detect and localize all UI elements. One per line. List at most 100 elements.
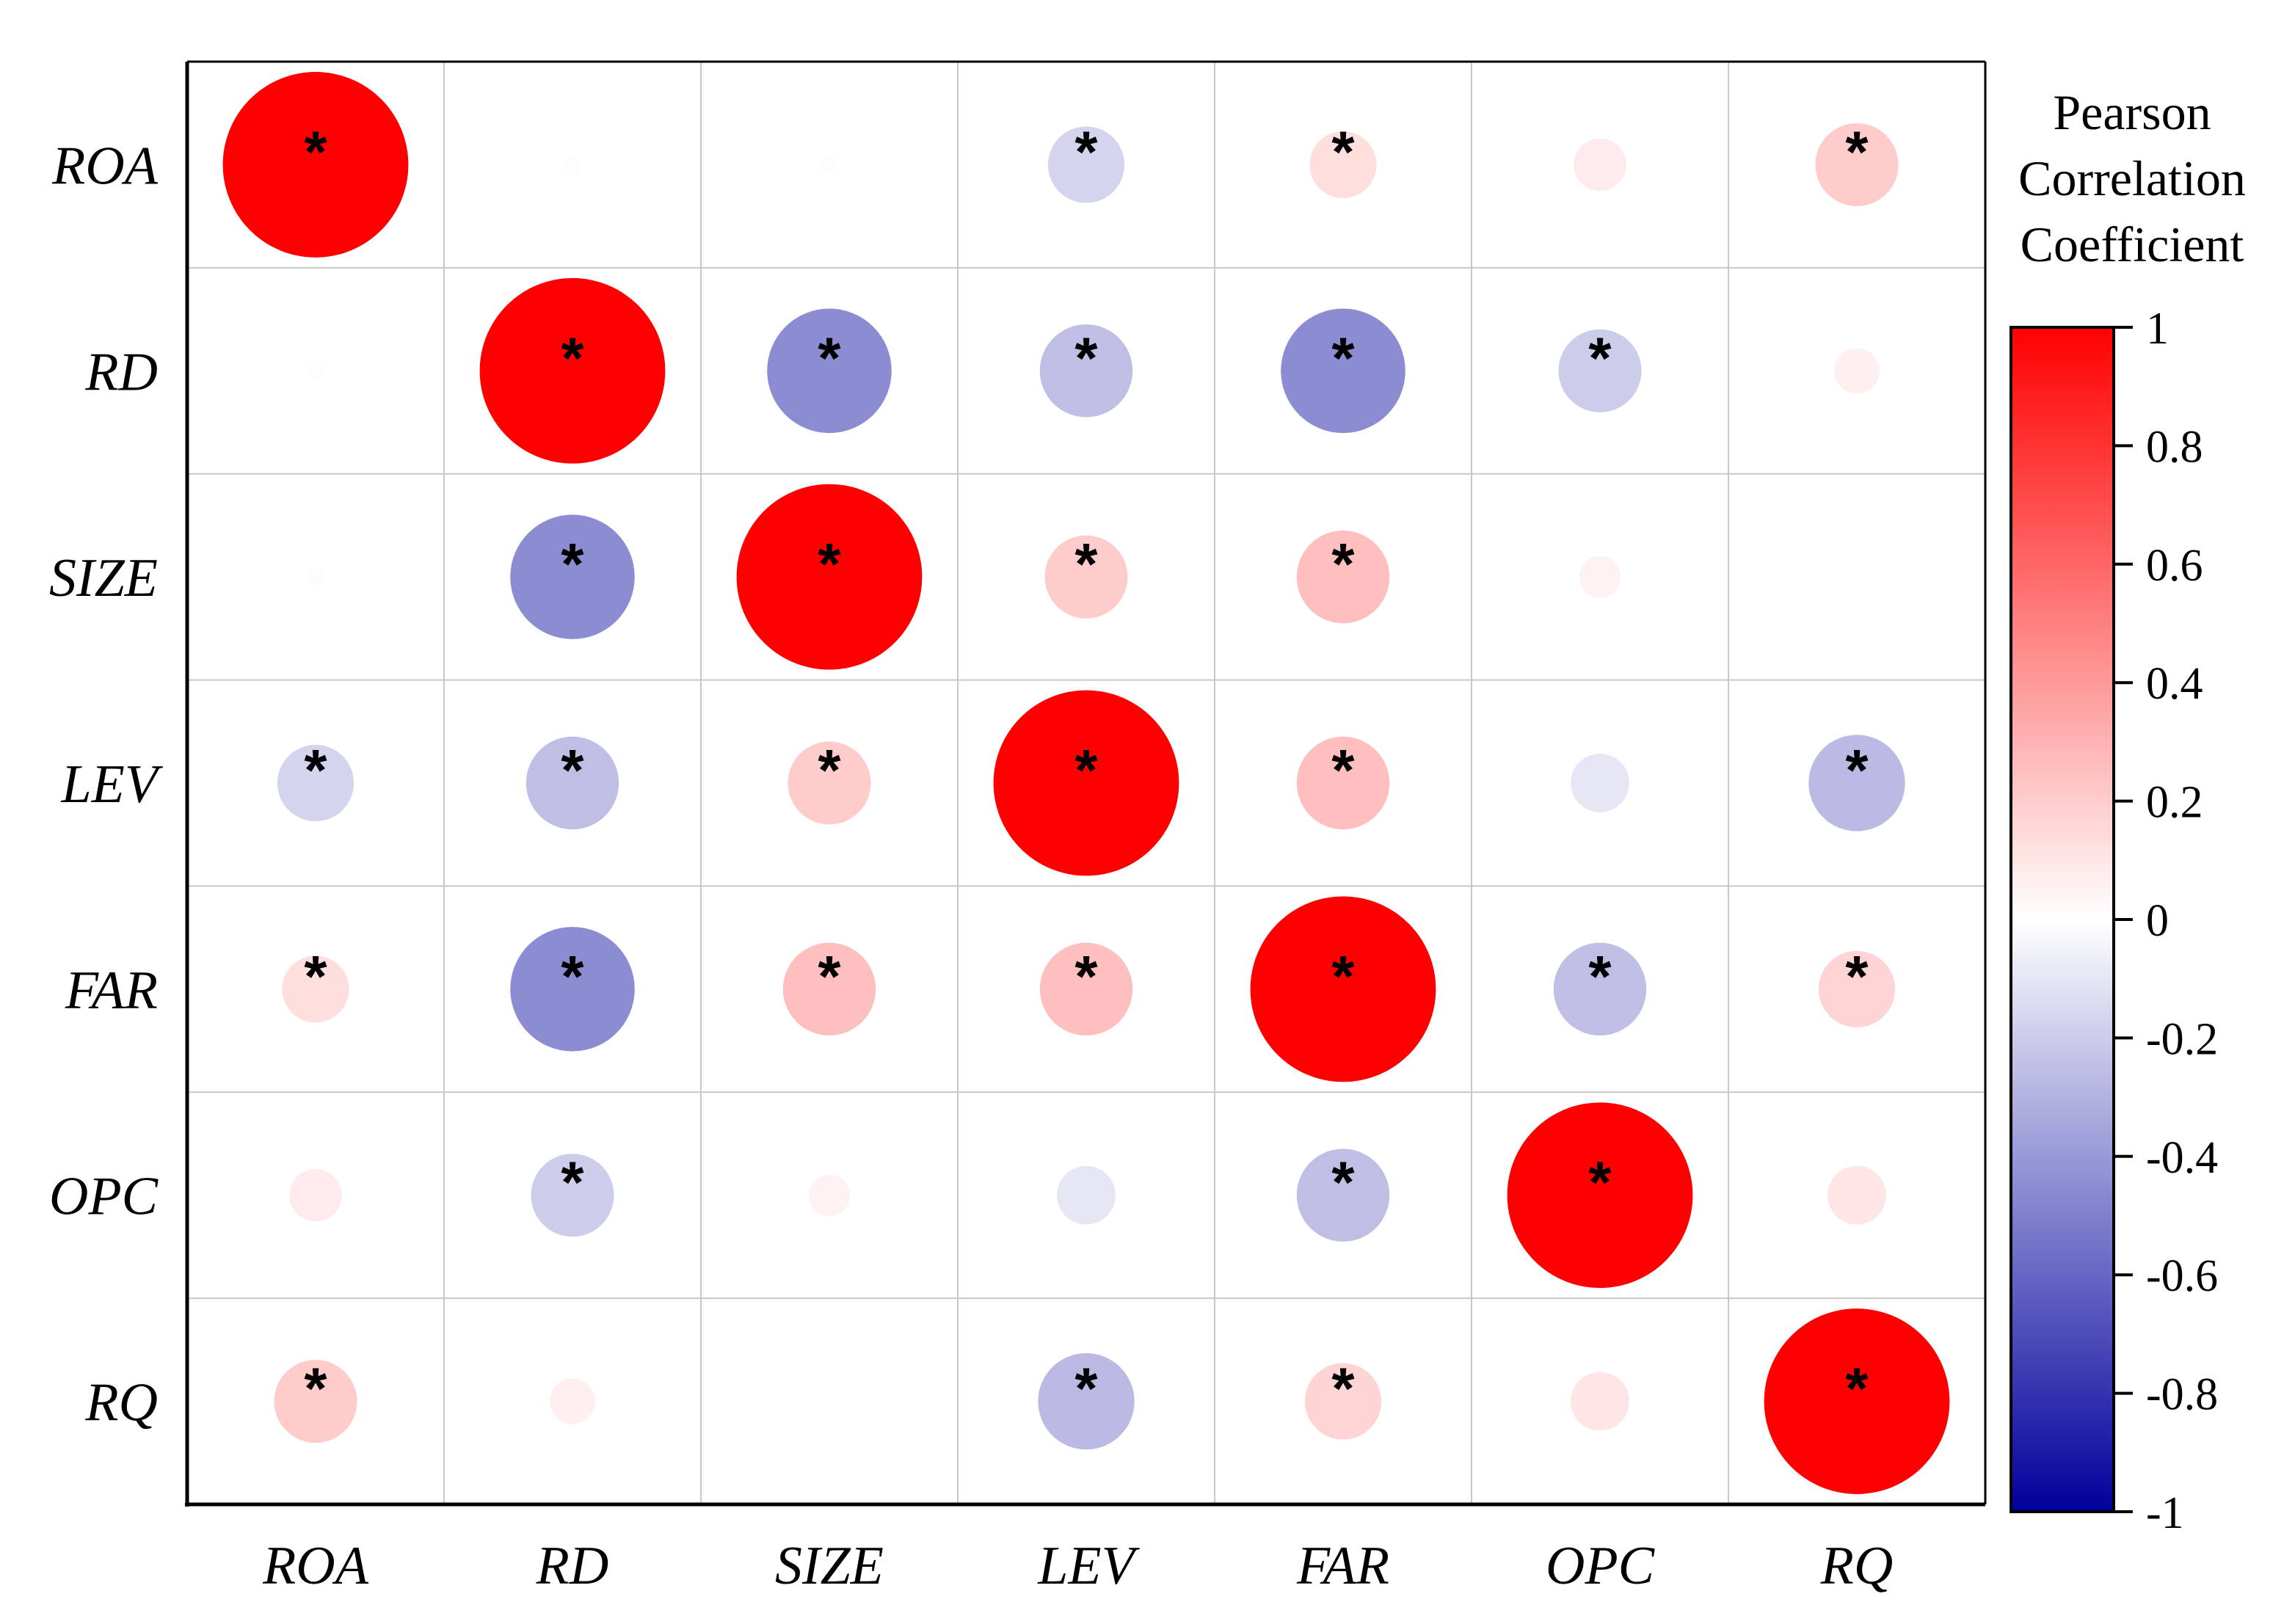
legend-tick-label: 0.6 <box>2146 541 2203 591</box>
legend-title-line-2: Correlation <box>2018 150 2246 206</box>
correlation-circle-rq-opc <box>1571 1372 1629 1431</box>
legend-tick-label: 0.4 <box>2146 659 2203 709</box>
correlation-circle-opc-rd <box>531 1154 614 1237</box>
significance-star-far-lev: * <box>1074 944 1098 1009</box>
significance-star-far-opc: * <box>1588 944 1612 1009</box>
correlation-circle-rd-far <box>1281 308 1405 434</box>
correlation-circle-opc-far <box>1296 1148 1390 1242</box>
significance-star-far-size: * <box>818 944 841 1009</box>
significance-star-roa-rq: * <box>1845 119 1869 184</box>
significance-star-rq-lev: * <box>1074 1356 1098 1421</box>
correlation-circle-lev-roa <box>277 744 354 822</box>
correlation-circle-size-size <box>736 484 923 670</box>
correlation-circle-lev-rq <box>1808 735 1905 831</box>
correlation-circle-lev-rd <box>525 736 619 830</box>
legend-ticks: 1 0.8 0.6 0.4 0.2 0 -0.2 -0.4 -0.6 -0.8 -1 <box>2114 304 2218 1538</box>
significance-star-opc-opc: * <box>1588 1150 1612 1215</box>
legend-title: Pearson Correlation Coefficient <box>2018 84 2246 272</box>
row-labels: ROA RD SIZE LEV FAR OPC RQ <box>49 136 164 1432</box>
correlation-circle-rq-rq <box>1764 1308 1950 1494</box>
legend-tick-label: -0.2 <box>2146 1014 2218 1064</box>
plot-axes <box>185 60 1987 1507</box>
correlation-circle-rd-rd <box>479 277 666 464</box>
significance-star-size-size: * <box>818 531 841 597</box>
correlation-circle-opc-roa <box>289 1168 342 1222</box>
legend-tick-label: -1 <box>2146 1488 2184 1538</box>
column-label-size: SIZE <box>775 1536 884 1596</box>
correlation-circle-lev-lev <box>993 690 1179 876</box>
column-label-opc: OPC <box>1546 1536 1656 1596</box>
grid-lines <box>187 62 1985 1504</box>
correlation-circle-opc-lev <box>1057 1165 1116 1225</box>
significance-star-rd-rd: * <box>561 325 584 390</box>
column-label-rq: RQ <box>1820 1536 1894 1596</box>
correlation-circle-far-rd <box>510 927 635 1052</box>
legend-title-line-1: Pearson <box>2053 84 2211 140</box>
correlation-circle-opc-size <box>808 1174 851 1216</box>
row-label-lev: LEV <box>60 754 163 815</box>
significance-star-rq-roa: * <box>304 1356 327 1421</box>
significance-star-rq-rq: * <box>1845 1356 1869 1421</box>
correlation-circle-size-opc <box>1579 556 1621 598</box>
legend-tick-label: 0.2 <box>2146 778 2203 828</box>
column-label-rd: RD <box>536 1536 609 1596</box>
significance-star-lev-size: * <box>818 738 841 803</box>
correlation-circle-far-rq <box>1818 950 1896 1027</box>
significance-star-opc-far: * <box>1331 1150 1355 1215</box>
correlation-circle-far-roa <box>282 955 349 1023</box>
significance-star-roa-far: * <box>1331 119 1355 184</box>
correlation-circle-rq-size <box>827 1399 832 1404</box>
correlation-circle-far-size <box>782 942 876 1036</box>
correlation-circle-lev-size <box>788 741 871 825</box>
significance-star-rd-size: * <box>818 325 841 390</box>
correlation-circle-rd-roa <box>306 361 325 380</box>
significance-star-opc-rd: * <box>561 1150 584 1215</box>
legend-tick-label: -0.4 <box>2146 1133 2218 1183</box>
correlation-circle-size-rd <box>510 514 635 639</box>
row-label-far: FAR <box>65 961 158 1021</box>
correlation-circle-size-roa <box>306 567 325 586</box>
significance-star-lev-lev: * <box>1074 738 1098 803</box>
significance-star-size-lev: * <box>1074 531 1098 597</box>
row-label-rq: RQ <box>84 1373 158 1433</box>
correlation-circle-roa-rq <box>1815 123 1899 206</box>
significance-star-rq-far: * <box>1331 1356 1355 1421</box>
row-label-opc: OPC <box>49 1167 159 1227</box>
significance-star-rd-far: * <box>1331 325 1355 390</box>
significance-star-far-rd: * <box>561 944 584 1009</box>
significance-markers: * * * * * * * * * * * * * * * * * * * * * * * * * * * * * * * * * <box>304 119 1869 1421</box>
significance-star-roa-roa: * <box>304 119 327 184</box>
correlation-circle-rd-lev <box>1039 324 1133 418</box>
correlation-circle-size-far <box>1296 530 1390 624</box>
color-legend: Pearson Correlation Coefficient 1 0.8 0.6 0.4… <box>2010 84 2246 1538</box>
correlation-circle-opc-rq <box>1827 1165 1886 1225</box>
correlation-circle-roa-rd <box>563 155 582 175</box>
correlation-circle-roa-size <box>820 155 839 175</box>
significance-star-lev-rd: * <box>561 738 584 803</box>
correlation-circle-rq-rd <box>550 1378 595 1424</box>
correlation-circle-rd-opc <box>1558 329 1642 412</box>
legend-title-line-3: Coefficient <box>2021 216 2244 272</box>
row-label-rd: RD <box>84 342 158 402</box>
column-label-far: FAR <box>1296 1536 1389 1596</box>
legend-tick-label: 0 <box>2146 896 2169 946</box>
correlation-circle-opc-opc <box>1507 1102 1693 1289</box>
column-labels: ROA RD SIZE LEV FAR OPC RQ <box>262 1536 1893 1596</box>
significance-star-rd-lev: * <box>1074 325 1098 390</box>
significance-star-rd-opc: * <box>1588 325 1612 390</box>
correlation-circle-lev-opc <box>1571 754 1629 812</box>
correlation-circle-roa-opc <box>1574 138 1626 192</box>
legend-tick-label: -0.6 <box>2146 1251 2218 1301</box>
correlation-circle-roa-lev <box>1047 126 1125 203</box>
column-label-lev: LEV <box>1037 1536 1140 1596</box>
row-label-roa: ROA <box>51 136 159 196</box>
legend-tick-label: 1 <box>2146 304 2169 354</box>
significance-star-size-far: * <box>1331 531 1355 597</box>
correlation-circle-rq-roa <box>274 1360 357 1443</box>
correlation-circle-size-rq <box>1855 575 1859 580</box>
significance-star-far-far: * <box>1331 944 1355 1009</box>
significance-star-far-rq: * <box>1845 944 1869 1009</box>
legend-tick-label: 0.8 <box>2146 422 2203 472</box>
